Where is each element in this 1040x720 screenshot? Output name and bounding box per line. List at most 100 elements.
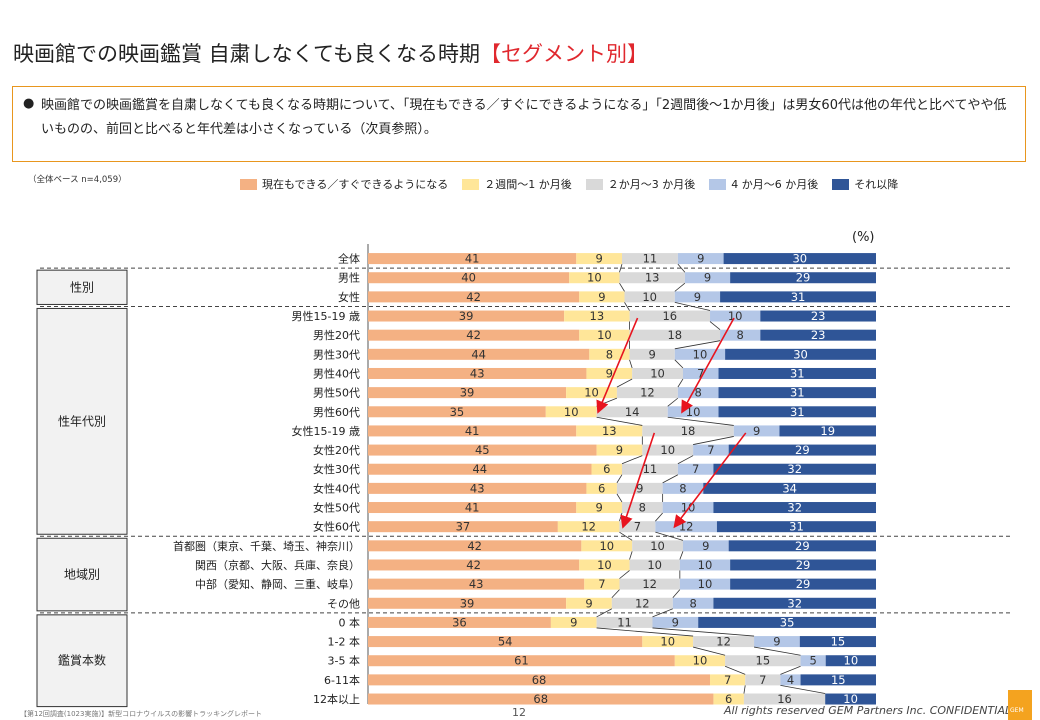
bar-segment [368,559,580,571]
data-label: 8 [695,386,702,400]
bar-segment [566,387,617,399]
data-label: 41 [465,501,480,515]
boundary-connector [674,282,686,292]
boundary-connector [674,301,711,311]
bar-segment [579,329,630,341]
row-label: 男性60代 [313,405,360,419]
data-label: 14 [625,405,640,419]
bar-segment [622,502,663,514]
row-label: 12本以上 [313,692,360,706]
bar-segment [718,406,876,418]
bar-segment [368,387,567,399]
highlight-arrow [681,317,735,414]
data-label: 9 [773,635,780,649]
data-label: 42 [466,290,481,304]
boundary-connector [679,551,684,560]
bar-segment [368,597,567,609]
bar-segment [368,636,643,648]
bar-segment [674,291,721,303]
data-label: 10 [564,405,579,419]
data-label: 11 [643,252,658,266]
group-box [36,537,128,612]
row-label: 3-5 本 [328,654,360,668]
data-label: 15 [831,635,846,649]
row-label: 全体 [338,252,360,266]
boundary-connector [596,397,618,407]
data-label: 10 [728,309,743,323]
data-label: 10 [647,558,662,572]
data-label: 40 [461,271,476,285]
boundary-connector [674,340,721,350]
legend-swatch [832,178,850,190]
data-label: 12 [635,596,650,610]
bar-segment [728,444,876,456]
bar-segment [667,406,719,418]
legend-item: ２か月～3 か月後 [585,176,696,192]
legend-swatch [709,178,727,190]
legend-item: ２週間～1 か月後 [462,176,572,192]
boundary-connector [693,646,726,656]
data-label: 7 [707,443,714,457]
boundary-connector [619,531,633,541]
data-label: 32 [787,596,802,610]
boundary-connector [619,263,623,273]
bar-segment [368,540,582,552]
data-label: 7 [724,673,731,687]
row-label: 6-11本 [324,673,360,687]
data-label: 10 [642,290,657,304]
bar-segment [368,655,675,667]
bar-segment [733,425,780,437]
data-label: 10 [650,539,665,553]
legend-label: ２か月～3 か月後 [607,178,696,191]
boundary-connector [655,531,684,541]
data-label: 10 [686,405,701,419]
bar-segment [564,310,630,322]
page-title: 映画館での映画鑑賞 自粛しなくても良くなる時期【セグメント別】 [13,38,648,68]
bar-segment [632,367,683,379]
bar-segment [632,540,683,552]
bar-segment [368,367,587,379]
bar-segment [624,291,675,303]
data-label: 9 [598,290,605,304]
legend-label: ２週間～1 か月後 [484,178,572,191]
data-label: 15 [831,673,846,687]
legend-swatch [240,178,257,190]
bar-segment [566,597,612,609]
data-label: 9 [697,252,704,266]
bar-segment [368,272,570,284]
bar-segment [619,272,685,284]
bar-segment [368,482,587,494]
data-label: 9 [672,615,679,629]
data-label: 7 [692,462,699,476]
boundary-connector [619,570,630,579]
bar-segment [616,482,663,494]
bar-segment [672,597,714,609]
bar-segment [629,329,721,341]
bar-segment [545,406,597,418]
title-main: 映画館での映画鑑賞 自粛しなくても良くなる時期 [13,42,480,66]
data-label: 41 [465,252,480,266]
data-label: 23 [811,328,826,342]
page-number: 12 [512,706,526,719]
data-label: 54 [498,635,513,649]
bar-segment [693,636,755,648]
bar-segment [586,367,633,379]
data-label: 29 [795,539,810,553]
bar-segment [679,559,731,571]
bar-segment [677,253,724,265]
data-label: 35 [780,615,795,629]
data-label: 43 [470,366,485,380]
bar-segment [629,310,711,322]
data-label: 19 [820,424,835,438]
boundary-connector [652,627,755,637]
data-label: 10 [681,501,696,515]
data-label: 39 [460,596,475,610]
bar-segment [642,444,694,456]
boundary-connector [754,646,801,656]
highlight-arrow [596,317,639,414]
row-label: その他 [327,597,360,610]
data-label: 29 [796,577,811,591]
data-label: 29 [796,558,811,572]
row-label: 関西（京都、大阪、兵庫、奈良） [195,558,360,572]
data-label: 9 [585,596,592,610]
